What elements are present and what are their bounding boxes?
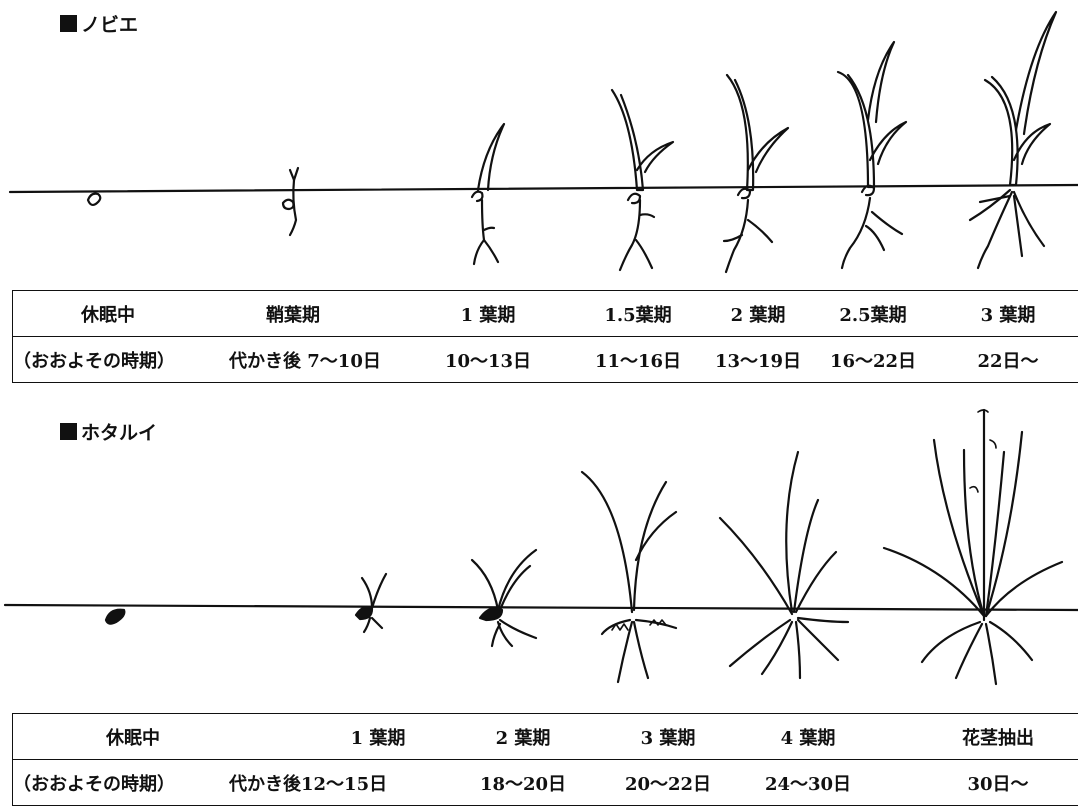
stage-cell: 3 葉期: [640, 727, 696, 749]
section-title-text: ホタルイ: [81, 422, 158, 444]
plant-flower-stem: [882, 408, 1064, 686]
plant-1-leaf: [470, 122, 506, 266]
section-title-hotarui: ホタルイ: [60, 418, 157, 445]
plant-1-leaf: [354, 572, 388, 634]
plant-1-5-leaf: [610, 88, 675, 272]
timing-cell: 18～20日: [479, 773, 567, 795]
square-bullet-icon: [60, 423, 77, 440]
timing-cell: 13～19日: [714, 350, 802, 372]
timing-cell: 24～30日: [764, 773, 852, 795]
plant-coleoptile: [281, 166, 300, 237]
plant-4-leaf: [718, 450, 850, 680]
timing-cell: 20～22日: [624, 773, 712, 795]
stage-row: 休眠中 1 葉期 2 葉期 3 葉期 4 葉期 花茎抽出: [13, 714, 1078, 760]
plant-2-leaf: [470, 548, 538, 648]
stage-cell: 休眠中: [81, 304, 135, 326]
plant-3-leaf: [968, 10, 1058, 270]
timing-cell: 16～22日: [829, 350, 917, 372]
timing-row: （おおよその時期） 代かき後12～15日 18～20日 20～22日 24～30…: [13, 760, 1078, 805]
hotarui-growth-illustration: [3, 408, 1078, 686]
nobie-growth-illustration: [8, 10, 1078, 274]
plant-3-leaf: [580, 470, 678, 684]
plant-dormant-seed: [104, 608, 126, 625]
stage-cell: 3 葉期: [980, 304, 1036, 326]
stage-cell: 2.5葉期: [839, 304, 907, 326]
stage-cell: 4 葉期: [780, 727, 836, 749]
square-bullet-icon: [60, 15, 77, 32]
nobie-stage-table: 休眠中 鞘葉期 1 葉期 1.5葉期 2 葉期 2.5葉期 3 葉期 （おおよそ…: [12, 290, 1078, 383]
hotarui-stage-table: 休眠中 1 葉期 2 葉期 3 葉期 4 葉期 花茎抽出 （おおよその時期） 代…: [12, 713, 1078, 806]
section-title-nobie: ノビエ: [60, 10, 138, 37]
timing-cell: 10～13日: [444, 350, 532, 372]
stage-cell: 休眠中: [106, 727, 160, 749]
stage-cell: 2 葉期: [495, 727, 551, 749]
plant-dormant-seed: [86, 192, 102, 207]
plant-2-5-leaf: [836, 40, 908, 270]
timing-label: （おおよその時期）: [13, 773, 175, 795]
stage-cell: 1.5葉期: [604, 304, 672, 326]
timing-cell: 代かき後 7～10日: [229, 350, 381, 372]
stage-row: 休眠中 鞘葉期 1 葉期 1.5葉期 2 葉期 2.5葉期 3 葉期: [13, 291, 1078, 337]
timing-cell: 代かき後12～15日: [229, 773, 388, 795]
timing-label: （おおよその時期）: [13, 350, 175, 372]
stage-cell: 花茎抽出: [962, 727, 1034, 749]
section-title-text: ノビエ: [81, 14, 139, 36]
timing-cell: 11～16日: [594, 350, 682, 372]
ground-line: [8, 183, 1078, 194]
stage-cell: 鞘葉期: [266, 304, 320, 326]
timing-row: （おおよその時期） 代かき後 7～10日 10～13日 11～16日 13～19…: [13, 337, 1078, 382]
stage-cell: 1 葉期: [460, 304, 516, 326]
plant-2-leaf: [722, 73, 790, 274]
ground-line: [3, 603, 1078, 612]
timing-cell: 22日～: [977, 350, 1039, 372]
stage-cell: 2 葉期: [730, 304, 786, 326]
timing-cell: 30日～: [967, 773, 1029, 795]
stage-cell: 1 葉期: [350, 727, 406, 749]
